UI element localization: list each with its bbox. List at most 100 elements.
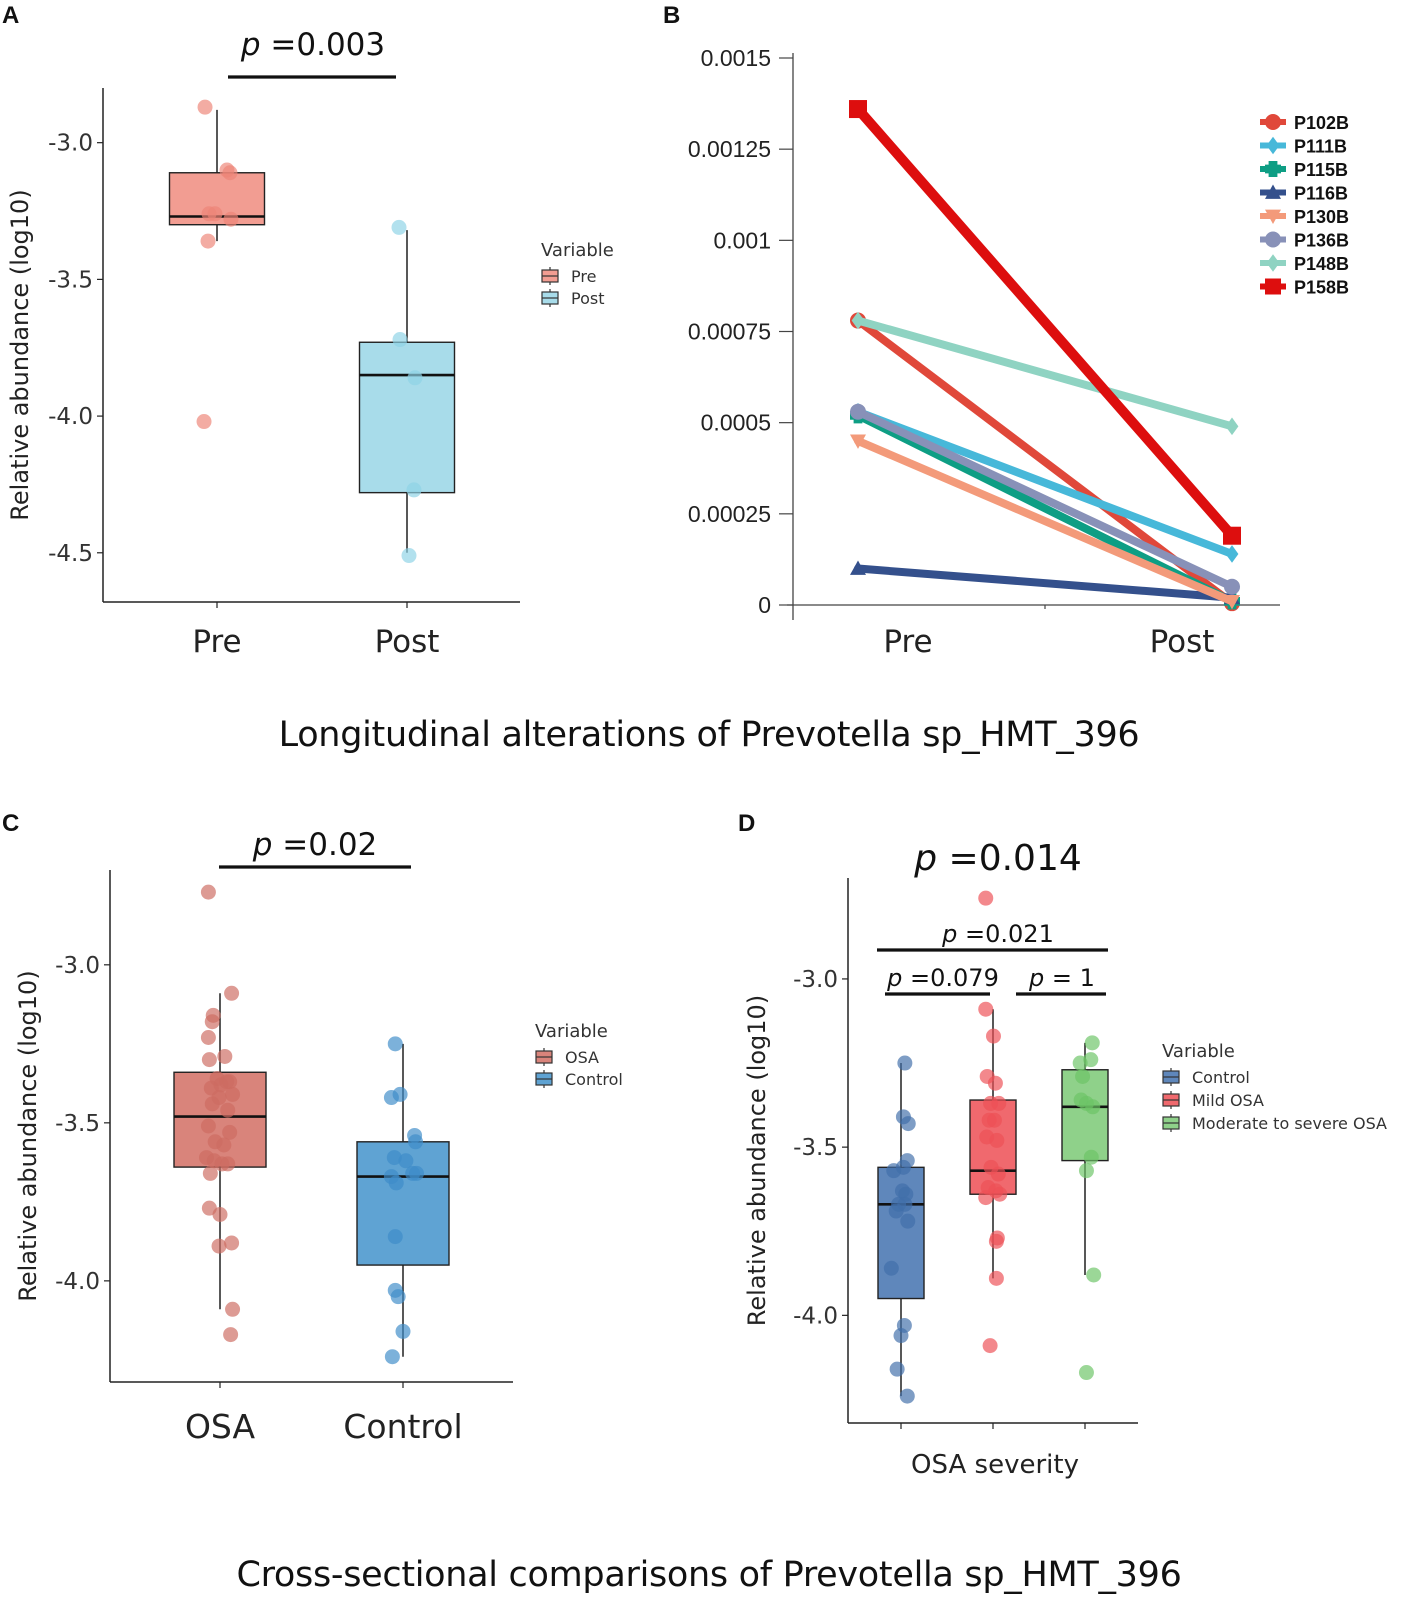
panel-d-point-control [888,1203,904,1219]
panel-d-point-control [889,1361,905,1377]
panel-b-legend-marker-p136b [1265,231,1281,248]
panel-b-series-line-p116b [854,564,1236,602]
panel-c-point-control [387,1036,403,1052]
panel-c-point-control [408,1134,424,1150]
panel-d-y-tick-label: -4.0 [793,1303,838,1329]
panel-d-point-mild-osa [990,1166,1006,1182]
panel-d-legend-item-mild-osa: Mild OSA [1192,1091,1264,1110]
panel-d-significance-p: p [1028,964,1052,992]
panel-d-significance-value: =0.079 [910,964,999,992]
panel-d-point-moderate-to-severe-osa [1086,1267,1102,1283]
panel-d-boxplot: -3.0 -3.5 -4.0 Relative abundance (log10) p … [743,838,1387,1480]
panel-d-point-control [900,1116,916,1132]
panel-a-significance-p: p [240,27,271,63]
panel-d-significance-label: p = 1 [1028,964,1095,992]
panel-b-marker-p148b [851,311,865,330]
panel-a-point-pre [222,165,238,181]
caption-longitudinal: Longitudinal alterations of Prevotella s… [278,715,1140,755]
panel-label-a: A [2,2,20,29]
panel-c-point-control [383,1090,399,1106]
panel-c-point-osa [204,1096,220,1112]
panel-c-point-control [387,1229,403,1245]
panel-d-legend-item-moderate-to-severe-osa: Moderate to severe OSA [1192,1114,1387,1133]
panel-c-y-tick-label: -3.0 [55,953,100,979]
panel-a-y-axis-label: Relative abundance (log10) [6,189,34,520]
panel-b-legend-item-p130b: P130B [1294,207,1349,227]
panel-b-legend-marker-p111b [1266,136,1280,155]
panel-d-significance-value: = 1 [1052,964,1095,992]
panel-d-y-tick-label: -3.5 [793,1135,838,1161]
panel-b-y-tick-label: 0.00075 [688,319,771,345]
panel-d-y-tick-label: -3.0 [793,967,838,993]
panel-d-point-mild-osa [987,1075,1003,1091]
panel-b-y-tick-label: 0.0005 [701,410,771,436]
panel-d-title-p: p [913,838,948,879]
panel-c-point-osa [225,1301,241,1317]
panel-d-significance-value: =0.021 [965,920,1054,948]
panel-b-legend-marker-p115b [1265,161,1281,178]
panel-b-legend-marker-p148b [1266,254,1280,272]
panel-b-marker-p111b [1225,545,1239,563]
panel-b-series-line-p158b [853,104,1237,541]
panel-d-point-moderate-to-severe-osa [1085,1099,1101,1115]
panel-c-point-osa [222,1124,238,1140]
panel-b-marker-p158b [1223,526,1241,545]
panel-a-box-post [358,341,456,494]
panel-a-legend-title: Variable [541,240,614,261]
panel-c-point-osa [225,1086,241,1102]
panel-b-y-tick-label: 0.00125 [688,136,771,162]
panel-d-point-moderate-to-severe-osa [1084,1035,1100,1051]
panel-a-point-post [406,482,422,498]
panel-d-title-value: =0.014 [949,838,1082,879]
panel-c-point-osa [220,1102,236,1118]
panel-c-y-tick-label: -3.5 [55,1111,100,1137]
panel-b-marker-p130b [850,434,866,449]
panel-b-y-tick-label: 0.0015 [701,45,771,71]
panel-d-point-moderate-to-severe-osa [1078,1365,1094,1381]
panel-a-point-pre [197,99,213,115]
panel-c-point-osa [217,1048,233,1064]
panel-d-point-mild-osa [989,1132,1005,1148]
panel-d-point-mild-osa [978,1001,994,1017]
panel-b-category-label-pre: Pre [883,624,932,660]
panel-d-point-control [893,1328,909,1344]
panel-b-marker-p136b [1224,578,1240,595]
panel-c-y-axis-label: Relative abundance (log10) [14,970,42,1301]
panel-a-significance-value: =0.003 [270,27,385,63]
panel-a-point-pre [207,206,223,222]
panel-d-point-mild-osa [985,1028,1001,1044]
panel-b-series-line-p148b [854,316,1236,431]
panel-a-category-label-pre: Pre [192,624,241,660]
panel-a-point-post [391,219,407,235]
panel-c-point-control [395,1323,411,1339]
panel-label-b: B [663,2,681,29]
panel-c-point-osa [223,1327,239,1343]
panel-c-point-osa [212,1206,228,1222]
panel-c-significance-value: =0.02 [282,827,377,863]
panel-a-point-pre [200,233,216,249]
panel-a-boxplot: -3.0 -3.5 -4.0 -4.5 Relative abundance (log1… [6,27,614,660]
panel-c-point-osa [200,1030,216,1046]
panel-d-point-mild-osa [982,1338,998,1354]
panel-b-marker-p148b [1225,417,1239,436]
panel-b-marker-p130b [1224,594,1240,610]
panel-b-legend-item-p111b: P111B [1294,137,1347,157]
panel-d-point-moderate-to-severe-osa [1083,1052,1099,1068]
panel-c-boxplot: -3.0 -3.5 -4.0 Relative abundance (log10) OS… [14,827,623,1446]
panel-a-category-label-post: Post [375,624,440,660]
panel-b-marker-p158b [849,100,867,119]
panel-c-y-tick-label: -4.0 [55,1269,100,1295]
panel-c-point-osa [220,1156,236,1172]
panel-c-significance-p: p [252,827,283,863]
panel-d-legend-item-control: Control [1192,1068,1250,1087]
panel-b-legend-item-p102b: P102B [1294,113,1349,133]
panel-a-legend-item-pre: Pre [571,267,596,286]
panel-c-point-control [386,1150,402,1166]
panel-b-legend-item-p116b: P116B [1294,184,1348,204]
panel-d-point-control [886,1163,902,1179]
panel-a-point-post [401,548,417,564]
panel-d-point-mild-osa [991,1095,1007,1111]
panel-b-lineplot: 0 0.00025 0.0005 0.00075 0.001 0.00125 0.0015 P… [688,45,1349,660]
panel-d-significance-label: p =0.079 [886,964,999,992]
panel-label-d: D [738,810,756,837]
